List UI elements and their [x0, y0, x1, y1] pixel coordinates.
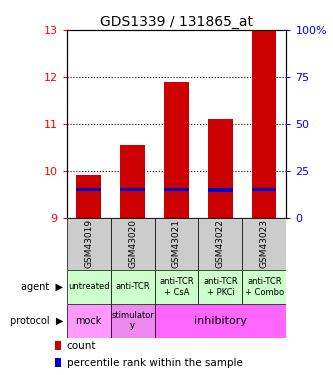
FancyBboxPatch shape — [198, 217, 242, 270]
Bar — [121, 188, 145, 191]
FancyBboxPatch shape — [198, 270, 242, 304]
Bar — [77, 188, 101, 191]
Bar — [77, 176, 101, 217]
Title: GDS1339 / 131865_at: GDS1339 / 131865_at — [100, 15, 253, 29]
FancyBboxPatch shape — [155, 217, 198, 270]
FancyBboxPatch shape — [242, 270, 286, 304]
Text: agent  ▶: agent ▶ — [21, 282, 63, 292]
Text: anti-TCR
+ PKCi: anti-TCR + PKCi — [203, 277, 238, 297]
Text: GSM43020: GSM43020 — [128, 219, 137, 268]
Bar — [252, 188, 276, 191]
Bar — [252, 30, 276, 217]
Bar — [165, 188, 188, 191]
Text: GSM43023: GSM43023 — [260, 219, 269, 268]
Text: count: count — [67, 341, 96, 351]
Text: anti-TCR
+ Combo: anti-TCR + Combo — [245, 277, 284, 297]
Bar — [165, 82, 188, 218]
Text: protocol  ▶: protocol ▶ — [10, 316, 63, 326]
Text: inhibitory: inhibitory — [194, 316, 247, 326]
FancyBboxPatch shape — [111, 217, 155, 270]
Text: untreated: untreated — [68, 282, 109, 291]
FancyBboxPatch shape — [155, 304, 286, 338]
Bar — [208, 189, 232, 192]
FancyBboxPatch shape — [242, 217, 286, 270]
Bar — [208, 119, 232, 218]
Text: percentile rank within the sample: percentile rank within the sample — [67, 358, 242, 368]
Bar — [121, 145, 145, 218]
Text: GSM43022: GSM43022 — [216, 219, 225, 268]
Text: anti-TCR: anti-TCR — [115, 282, 150, 291]
Text: GSM43021: GSM43021 — [172, 219, 181, 268]
Bar — [55, 341, 61, 350]
FancyBboxPatch shape — [67, 217, 111, 270]
FancyBboxPatch shape — [111, 270, 155, 304]
Text: stimulator
y: stimulator y — [111, 311, 154, 330]
Text: anti-TCR
+ CsA: anti-TCR + CsA — [159, 277, 194, 297]
FancyBboxPatch shape — [111, 304, 155, 338]
FancyBboxPatch shape — [67, 304, 111, 338]
Text: GSM43019: GSM43019 — [84, 219, 93, 268]
FancyBboxPatch shape — [67, 270, 111, 304]
FancyBboxPatch shape — [155, 270, 198, 304]
Bar — [55, 358, 61, 367]
Text: mock: mock — [75, 316, 102, 326]
